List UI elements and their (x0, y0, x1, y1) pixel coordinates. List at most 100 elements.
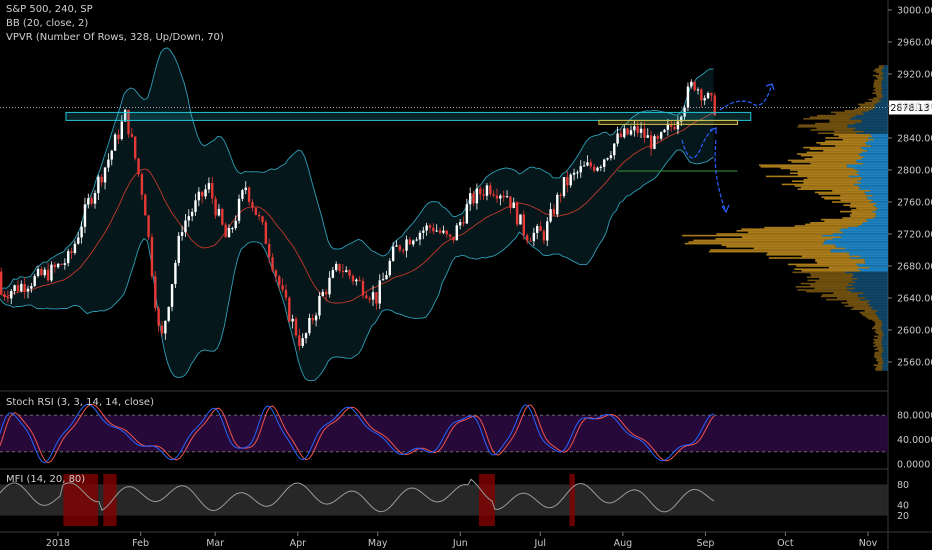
candle (294, 318, 298, 336)
candle (80, 226, 83, 238)
candle (519, 214, 522, 225)
candle (154, 276, 157, 309)
candle (639, 128, 643, 133)
candle (237, 198, 241, 221)
candle (482, 194, 485, 196)
candle (190, 211, 194, 217)
candle (254, 207, 257, 215)
candle (649, 135, 653, 149)
arrow-down-projection-head (721, 204, 730, 214)
mfi-overbought-zone (478, 474, 495, 526)
candle (274, 270, 278, 277)
candle (348, 270, 351, 276)
candle (485, 185, 489, 196)
candle (281, 285, 284, 290)
candle (204, 189, 207, 197)
candle (529, 240, 532, 242)
candle (365, 295, 368, 299)
candle (422, 230, 425, 233)
candle (690, 81, 693, 87)
candle (73, 243, 77, 253)
candle (626, 128, 629, 135)
candle (117, 134, 120, 140)
candles (0, 79, 716, 351)
candle (492, 194, 495, 196)
stoch-rsi-label[interactable]: Stoch RSI (3, 3, 14, 14, close) (6, 397, 154, 408)
candle (271, 257, 274, 271)
candle (425, 225, 428, 231)
candle (435, 230, 438, 232)
mfi-overbought-zone (569, 474, 575, 526)
candle (606, 158, 609, 160)
candle (150, 237, 154, 277)
candle (619, 133, 623, 138)
candle (351, 275, 355, 282)
resistance-zone-box (65, 111, 752, 121)
price-axis-label: 2960.00 (897, 38, 932, 49)
candle (566, 177, 569, 186)
candle (244, 187, 247, 191)
candle (469, 193, 472, 205)
mfi-label[interactable]: MFI (14, 20, 80) (6, 474, 86, 485)
time-axis-label: Feb (132, 538, 149, 549)
candle (33, 275, 36, 286)
candle (586, 162, 589, 166)
vpvr-indicator-label[interactable]: VPVR (Number Of Rows, 328, Up/Down, 70) (6, 32, 224, 43)
candle (415, 239, 418, 241)
candle (214, 198, 217, 216)
candle (552, 209, 556, 215)
candle (432, 227, 435, 232)
price-axis-label: 2760.00 (897, 198, 932, 209)
candle (592, 166, 596, 171)
candle (670, 124, 673, 127)
candle (673, 126, 676, 130)
candle (428, 225, 432, 228)
candle (378, 280, 381, 304)
candle (234, 220, 237, 229)
time-axis-label: Jul (534, 538, 546, 549)
candle (261, 216, 264, 223)
candle (180, 232, 184, 236)
candle (278, 276, 281, 286)
candle (264, 222, 268, 244)
candle (201, 191, 204, 197)
candle (680, 116, 683, 122)
candle (381, 279, 385, 281)
candle (438, 230, 442, 233)
candle (308, 317, 311, 334)
time-axis-label: Oct (777, 538, 794, 549)
candle (345, 270, 348, 273)
candle (395, 245, 398, 247)
stoch-k-line (0, 403, 715, 464)
candle (442, 230, 445, 233)
candle (710, 93, 713, 96)
candle (120, 121, 123, 140)
price-axis-label: 2600.00 (897, 326, 932, 337)
candle (629, 130, 633, 135)
arrow-up-projection-head (765, 83, 775, 91)
bb-indicator-label[interactable]: BB (20, close, 2) (6, 18, 89, 29)
volume-profile (682, 65, 888, 371)
candle (455, 225, 458, 241)
candle (314, 315, 318, 321)
price-axis-label: 2800.00 (897, 166, 932, 177)
candle (284, 289, 288, 298)
candle (696, 89, 700, 91)
candle (659, 132, 663, 139)
candle (93, 193, 97, 204)
bb-band-fill (0, 47, 714, 381)
mfi-line (0, 478, 715, 513)
candle (479, 188, 482, 195)
candle (16, 285, 20, 292)
candle (328, 277, 331, 295)
candle (23, 283, 26, 292)
candle (646, 135, 649, 138)
price-axis-label: 2920.00 (897, 70, 932, 81)
candle (475, 188, 479, 204)
candle (616, 133, 619, 144)
candle (224, 224, 227, 238)
candle (663, 129, 666, 133)
candle (134, 136, 137, 159)
